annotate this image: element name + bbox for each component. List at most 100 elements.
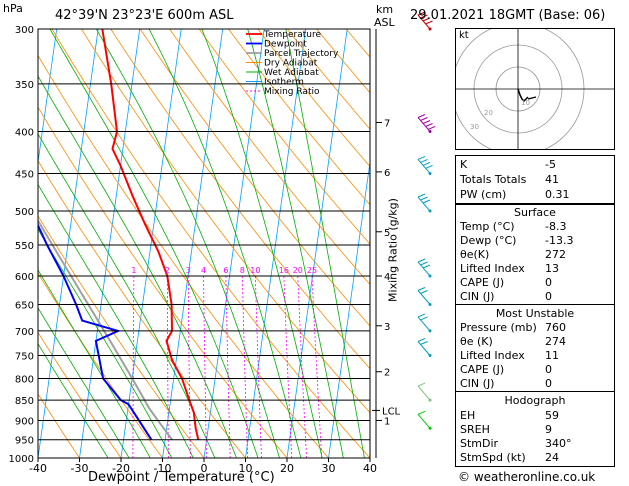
wind-barb-flag [417, 338, 426, 342]
surface-title: Surface [514, 206, 556, 219]
wind-barb-flag [420, 316, 428, 321]
isotherm-line [79, 29, 141, 458]
wet-adiabat-line [95, 29, 280, 458]
pressure-tick-label: 400 [15, 128, 34, 139]
wind-barb [417, 341, 431, 356]
index-value: 0.31 [545, 188, 570, 201]
wind-barb-flag [420, 196, 428, 201]
wind-barb-flag [417, 258, 426, 263]
wind-barb-flag [417, 313, 426, 318]
index-key: Totals Totals [460, 173, 527, 186]
dry-adiabat-line [38, 106, 288, 458]
x-tick-label: -20 [112, 462, 130, 475]
mixing-ratio-label: 10 [250, 266, 260, 275]
surface-row: Temp (°C) -8.3 [460, 219, 610, 234]
wet-adiabat-line [38, 228, 173, 458]
km-tick-label: 7 [384, 118, 390, 129]
parcel-trajectory [38, 218, 173, 441]
hodograph-panel: 10 20 30 kt [455, 28, 615, 150]
hodograph-title: Hodograph [504, 394, 566, 407]
mu-row: Pressure (mb) 760 [460, 320, 610, 335]
surface-value: -8.3 [545, 220, 567, 233]
mixing-ratio-label: 3 [186, 266, 191, 275]
mixing-ratio-line [311, 275, 323, 458]
temperature-profile [101, 29, 200, 440]
mu-value: 760 [545, 321, 566, 334]
hodo-value: 59 [545, 409, 559, 422]
pressure-tick-label: 300 [15, 25, 34, 36]
wet-adiabat-line [285, 29, 365, 458]
wind-barb-dot [428, 329, 432, 333]
wind-barb-flag [420, 261, 428, 266]
wind-barb-flag [425, 20, 433, 25]
wind-barb-flag [417, 193, 426, 198]
dry-adiabat-line [169, 29, 370, 286]
km-tick-label: 2 [384, 368, 390, 379]
wind-barb [417, 14, 431, 30]
index-value: 41 [545, 173, 559, 186]
mu-row: θe (K) 274 [460, 334, 610, 349]
wind-barb-dot [428, 209, 432, 213]
x-tick-label: 10 [239, 462, 253, 475]
dry-adiabat-line [80, 29, 370, 414]
wind-barb-dot [428, 171, 432, 175]
dry-adiabat-line [51, 29, 370, 458]
x-axis-title: Dewpoint / Temperature (°C) [88, 470, 275, 485]
mixing-ratio-label: 16 [279, 266, 289, 275]
km-tick-label: 5 [384, 228, 390, 239]
surface-panel: Surface Temp (°C) -8.3 Dewp (°C) -13.3 θe(… [455, 204, 615, 307]
mixing-ratio-label: 6 [223, 266, 228, 275]
km-tick-label: 1 [384, 416, 390, 427]
pressure-tick-label: 550 [15, 241, 34, 252]
hodo-row: StmDir 340° [460, 436, 610, 451]
x-tick-label: 20 [280, 462, 294, 475]
hodo-row: StmSpd (kt) 24 [460, 450, 610, 465]
wind-barb [417, 261, 431, 277]
wind-barb-dot [428, 426, 432, 430]
dry-adiabat-line [38, 54, 330, 458]
wind-barb-flag [420, 14, 428, 19]
legend-entry: Parcel Trajectory [264, 49, 339, 59]
mu-key: θe (K) [460, 335, 493, 348]
wind-barb [417, 196, 431, 212]
wind-barb [417, 385, 431, 401]
surface-row: θe(K) 272 [460, 247, 610, 262]
wind-barb-flag [420, 117, 428, 121]
mu-row: Lifted Index 11 [460, 348, 610, 363]
legend-entry: Temperature [263, 30, 321, 40]
wet-adiabat-line [49, 29, 259, 458]
dry-adiabat-line [198, 29, 370, 245]
mixing-ratio-label: 25 [307, 266, 317, 275]
surface-value: 272 [545, 248, 566, 261]
pressure-tick-label: 650 [15, 301, 34, 312]
hodo-ring-label-20: 20 [484, 109, 493, 117]
location-title: 42°39'N 23°23'E 600m ASL [55, 8, 234, 23]
indices-panel: K -5 Totals Totals 41 PW (cm) 0.31 [455, 155, 615, 204]
isotherm-line [328, 159, 370, 458]
hodo-key: EH [460, 409, 476, 422]
hodograph-stats-panel: Hodograph EH 59 SREH 9 StmDir 340° StmSpd (… [455, 391, 615, 467]
wind-barb-dot [428, 398, 432, 402]
isotherm-line [369, 455, 370, 458]
wind-barb-dot [428, 27, 432, 31]
wet-adiabat-line [38, 269, 151, 458]
mixing-ratio-line [297, 275, 307, 458]
most-unstable-title: Most Unstable [495, 307, 575, 320]
surface-value: 0 [545, 290, 552, 303]
surface-value: 13 [545, 262, 559, 275]
pressure-tick-label: 750 [15, 351, 34, 362]
mixing-ratio-label: 8 [240, 266, 245, 275]
hodo-key: SREH [460, 423, 490, 436]
wind-barb-flag [422, 199, 431, 204]
mixing-ratio-line [203, 276, 207, 458]
km-tick-label: 4 [384, 272, 390, 283]
mu-value: 274 [545, 335, 566, 348]
dry-adiabat-line [38, 159, 247, 458]
x-tick-label: 0 [201, 462, 208, 475]
mixing-ratio-label: 4 [201, 266, 206, 275]
hpa-label: hPa [3, 2, 23, 15]
credit-link[interactable]: © weatheronline.co.uk [458, 470, 596, 484]
surface-row: CIN (J) 0 [460, 289, 610, 304]
